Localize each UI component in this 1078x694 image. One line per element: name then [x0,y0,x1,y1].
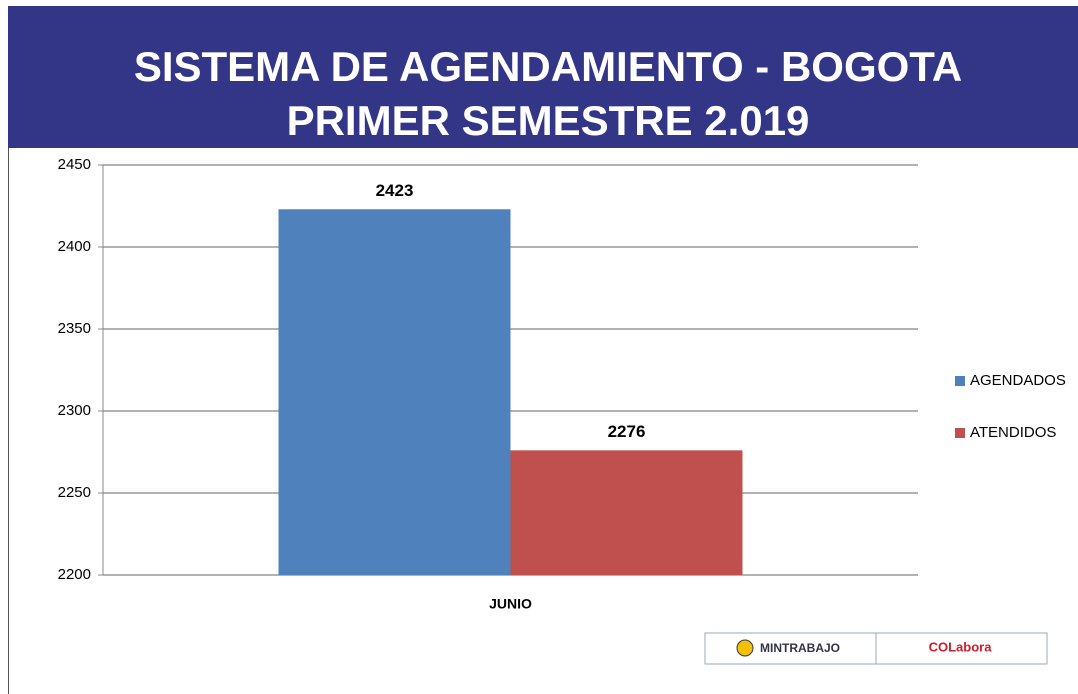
legend-label: ATENDIDOS [970,424,1056,441]
logo-emblem [736,639,754,657]
y-tick-label: 2450 [58,156,91,173]
legend-label: AGENDADOS [970,372,1066,389]
data-label: 2276 [608,422,646,441]
logo-text: COLabora [929,639,993,654]
logo-text: MINTRABAJO [760,641,840,655]
y-tick-label: 2300 [58,402,91,419]
footer-logos: MINTRABAJO COLabora [704,632,1048,665]
bar [278,209,511,575]
y-tick-label: 2350 [58,320,91,337]
bar [510,450,743,575]
title-banner [8,6,1078,148]
x-tick-label: JUNIO [489,596,532,612]
chart-title: SISTEMA DE AGENDAMIENTO - BOGOTA [134,43,962,90]
y-tick-label: 2250 [58,484,91,501]
legend-swatch [955,428,965,438]
chart-subtitle: PRIMER SEMESTRE 2.019 [287,97,810,144]
y-tick-label: 2200 [58,566,91,583]
data-label: 2423 [376,181,414,200]
legend-swatch [955,376,965,386]
y-tick-label: 2400 [58,238,91,255]
